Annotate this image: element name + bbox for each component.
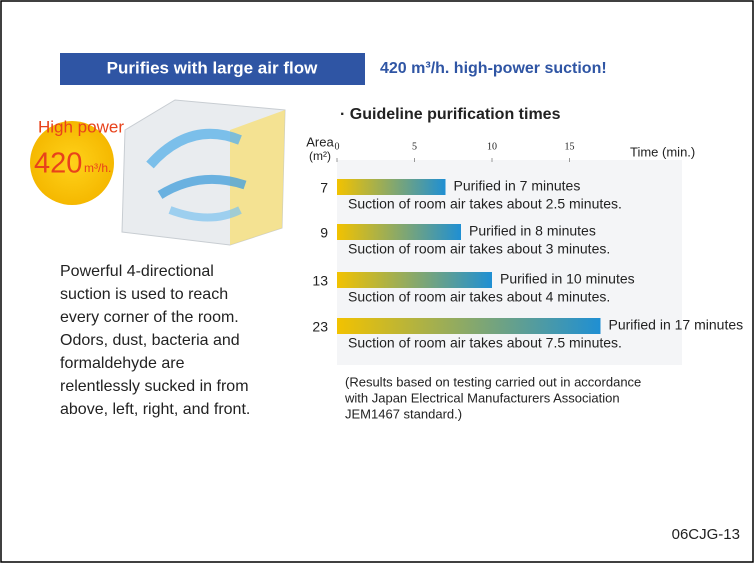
category-label: 7	[320, 180, 328, 196]
bar-note: Suction of room air takes about 7.5 minu…	[348, 335, 622, 351]
description-line: above, left, right, and front.	[60, 401, 250, 418]
description-line: formaldehyde are	[60, 355, 185, 372]
bar-note: Suction of room air takes about 4 minute…	[348, 289, 610, 305]
category-label: 23	[312, 319, 328, 335]
description-line: Powerful 4-directional	[60, 263, 214, 280]
x-tick-label: 15	[565, 141, 575, 152]
bar-note: Suction of room air takes about 2.5 minu…	[348, 196, 622, 212]
bar	[337, 318, 601, 334]
category-label: 13	[312, 273, 328, 289]
x-tick-label: 0	[335, 141, 340, 152]
bar	[337, 224, 461, 240]
value-label: Purified in 10 minutes	[500, 271, 635, 287]
badge-label: High power	[38, 117, 124, 136]
bar	[337, 272, 492, 288]
header-subtitle: 420 m³/h. high-power suction!	[380, 60, 607, 77]
page-id: 06CJG-13	[672, 526, 740, 543]
header-title: Purifies with large air flow	[107, 58, 318, 77]
description-line: suction is used to reach	[60, 286, 228, 303]
bar	[337, 179, 446, 195]
category-label: 9	[320, 225, 328, 241]
footnote-line: with Japan Electrical Manufacturers Asso…	[344, 390, 620, 405]
badge-unit: m³/h.	[84, 161, 111, 175]
description-line: relentlessly sucked in from	[60, 378, 249, 395]
x-label: Time (min.)	[630, 144, 695, 159]
purifier-illustration	[122, 100, 285, 245]
bar-note: Suction of room air takes about 3 minute…	[348, 241, 610, 257]
value-label: Purified in 17 minutes	[609, 317, 744, 333]
y-label: Area	[306, 134, 334, 149]
value-label: Purified in 8 minutes	[469, 223, 596, 239]
footnote-line: (Results based on testing carried out in…	[345, 374, 641, 389]
x-tick-label: 5	[412, 141, 417, 152]
y-unit: (m²)	[309, 149, 331, 163]
badge-value: 420	[34, 148, 82, 180]
chart-title: · Guideline purification times	[340, 106, 561, 123]
value-label: Purified in 7 minutes	[454, 178, 581, 194]
x-tick-label: 10	[487, 141, 497, 152]
page: Purifies with large air flow 420 m³/h. h…	[0, 0, 755, 563]
footnote-line: JEM1467 standard.)	[345, 406, 462, 421]
description-line: every corner of the room.	[60, 309, 239, 326]
description-line: Odors, dust, bacteria and	[60, 332, 240, 349]
